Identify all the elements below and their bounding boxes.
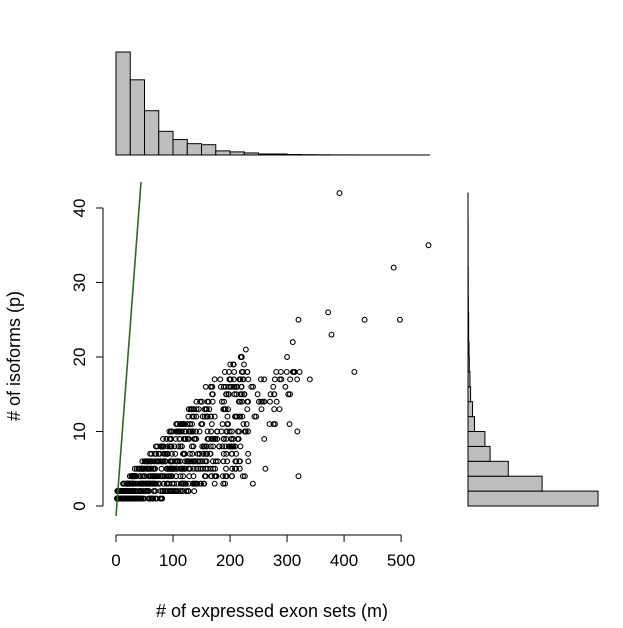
scatter-point <box>284 370 289 375</box>
scatter-point <box>220 422 225 427</box>
top-histogram-bar <box>116 52 130 155</box>
x-tick-label-400: 400 <box>330 551 358 570</box>
top-histogram-bar <box>130 80 144 155</box>
scatter-point <box>326 310 331 315</box>
x-tick-label-200: 200 <box>216 551 244 570</box>
scatter-point <box>262 377 267 382</box>
scatter-point <box>243 347 248 352</box>
top-histogram-bar <box>187 144 201 155</box>
y-tick-label-20: 20 <box>70 348 89 367</box>
scatter-point <box>352 370 357 375</box>
scatter-point <box>173 451 178 456</box>
top-histogram <box>116 52 430 155</box>
scatter-point <box>362 317 367 322</box>
scatter-point <box>287 422 292 427</box>
y-tick-label-40: 40 <box>70 199 89 218</box>
x-axis-title: # of expressed exon sets (m) <box>156 601 388 621</box>
x-tick-label-500: 500 <box>387 551 415 570</box>
scatter-point <box>337 191 342 196</box>
scatter-point <box>297 370 302 375</box>
top-histogram-bar <box>202 145 216 155</box>
right-histogram-bar <box>468 461 508 476</box>
scatter-point <box>398 317 403 322</box>
right-histogram-bar <box>468 432 485 447</box>
scatter-point <box>242 362 247 367</box>
scatter-point <box>268 399 273 404</box>
right-histogram-bar <box>468 417 475 432</box>
right-histogram-bar <box>468 476 542 491</box>
scatter-point <box>290 340 295 345</box>
scatter-point <box>295 377 300 382</box>
scatter-point <box>192 489 197 494</box>
scatter-point <box>238 444 243 449</box>
scatter-point <box>203 384 208 389</box>
scatter-point <box>230 474 235 479</box>
scatter-point <box>271 384 276 389</box>
scatter-point <box>224 466 229 471</box>
y-tick-label-30: 30 <box>70 273 89 292</box>
scatter-point <box>263 466 268 471</box>
scatter-point <box>272 377 277 382</box>
scatter-point <box>246 451 251 456</box>
scatter-point <box>209 422 214 427</box>
scatter-point <box>272 407 277 412</box>
scatter-points <box>115 191 431 501</box>
x-tick-label-300: 300 <box>273 551 301 570</box>
scatter-point <box>218 377 223 382</box>
scatter-point <box>212 481 217 486</box>
scatter-point <box>391 265 396 270</box>
scatter-point <box>259 407 264 412</box>
scatter-point <box>296 317 301 322</box>
top-histogram-bar <box>159 131 173 155</box>
scatter-point <box>426 243 431 248</box>
scatter-point <box>277 407 282 412</box>
x-axis-ticks: 0 100 200 300 400 500 <box>111 535 415 570</box>
scatter-point <box>285 355 290 360</box>
y-tick-label-10: 10 <box>70 422 89 441</box>
x-tick-label-100: 100 <box>159 551 187 570</box>
top-histogram-bar <box>173 140 187 155</box>
scatter-point <box>274 399 279 404</box>
y-tick-label-0: 0 <box>70 501 89 510</box>
scatter-point <box>255 392 260 397</box>
scatter-point <box>209 429 214 434</box>
top-histogram-bar <box>145 111 159 155</box>
scatter-point <box>329 332 334 337</box>
scatter-point <box>296 474 301 479</box>
x-tick-label-0: 0 <box>111 551 120 570</box>
y-axis-title: # of isoforms (p) <box>4 291 24 421</box>
scatter-point <box>246 377 251 382</box>
scatter-point <box>225 414 230 419</box>
scatter-point <box>246 459 251 464</box>
scatter-point <box>288 377 293 382</box>
scatter-point <box>250 481 255 486</box>
right-histogram-bar <box>468 402 473 417</box>
scatter-point <box>245 407 250 412</box>
top-histogram-bar <box>216 151 230 155</box>
scatter-point <box>307 377 312 382</box>
right-histogram-bar <box>468 491 598 506</box>
scatter-point <box>241 422 246 427</box>
y-axis-ticks: 0 10 20 30 40 <box>70 199 103 511</box>
right-histogram <box>468 193 598 506</box>
right-histogram-bar <box>468 446 490 461</box>
scatter-point <box>232 370 237 375</box>
scatter-point <box>159 466 164 471</box>
scatter-point <box>212 377 217 382</box>
scatter-point <box>283 384 288 389</box>
scatter-point <box>295 429 300 434</box>
scatter-point <box>262 437 267 442</box>
